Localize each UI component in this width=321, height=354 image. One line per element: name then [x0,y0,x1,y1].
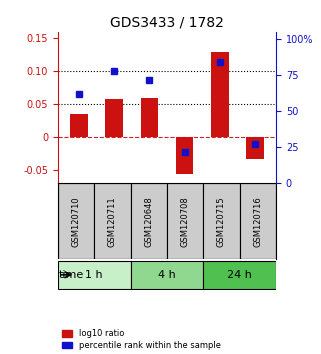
Text: GSM120711: GSM120711 [108,196,117,247]
Text: 4 h: 4 h [158,270,176,280]
Text: GSM120708: GSM120708 [181,196,190,247]
Text: GSM120710: GSM120710 [72,196,81,247]
Bar [141,98,158,137]
Text: GSM120715: GSM120715 [217,196,226,247]
FancyBboxPatch shape [240,183,276,259]
FancyBboxPatch shape [203,261,276,289]
Text: 1 h: 1 h [85,270,103,280]
FancyBboxPatch shape [58,183,94,259]
Text: GSM120716: GSM120716 [253,196,262,247]
Bar [70,114,88,137]
Bar [105,99,123,137]
Text: time: time [58,270,84,280]
Bar [211,52,229,137]
Text: GSM120648: GSM120648 [144,196,153,247]
FancyBboxPatch shape [167,183,203,259]
Text: 24 h: 24 h [227,270,252,280]
FancyBboxPatch shape [58,261,131,289]
Title: GDS3433 / 1782: GDS3433 / 1782 [110,15,224,29]
FancyBboxPatch shape [131,261,203,289]
FancyBboxPatch shape [203,183,240,259]
FancyBboxPatch shape [94,183,131,259]
Bar [176,137,193,173]
Bar [246,137,264,159]
Legend: log10 ratio, percentile rank within the sample: log10 ratio, percentile rank within the … [62,329,221,350]
FancyBboxPatch shape [131,183,167,259]
